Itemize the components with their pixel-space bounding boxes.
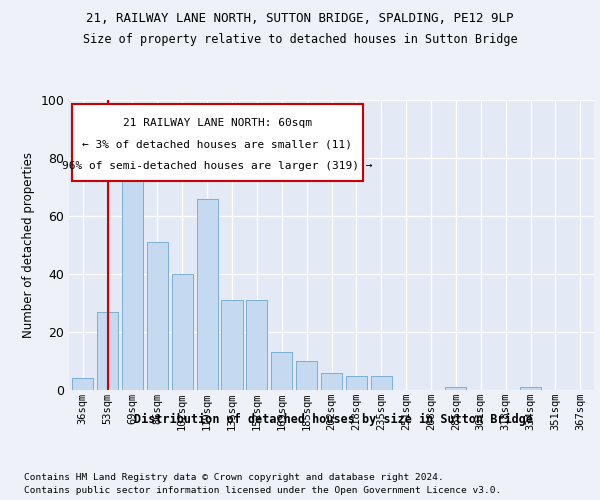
Text: 21, RAILWAY LANE NORTH, SUTTON BRIDGE, SPALDING, PE12 9LP: 21, RAILWAY LANE NORTH, SUTTON BRIDGE, S… [86,12,514,26]
Text: ← 3% of detached houses are smaller (11): ← 3% of detached houses are smaller (11) [82,140,352,149]
Bar [122,146,143,390]
Bar [296,361,317,390]
Bar [321,372,342,390]
Bar [346,376,367,390]
Bar [246,300,268,390]
Bar [72,378,93,390]
Bar [97,312,118,390]
Text: Size of property relative to detached houses in Sutton Bridge: Size of property relative to detached ho… [83,32,517,46]
Bar [147,242,168,390]
Bar [445,387,466,390]
Bar [520,387,541,390]
Text: Contains HM Land Registry data © Crown copyright and database right 2024.: Contains HM Land Registry data © Crown c… [24,472,444,482]
Text: Contains public sector information licensed under the Open Government Licence v3: Contains public sector information licen… [24,486,501,495]
Bar [197,198,218,390]
Bar [371,376,392,390]
Text: Distribution of detached houses by size in Sutton Bridge: Distribution of detached houses by size … [134,412,533,426]
FancyBboxPatch shape [71,104,363,181]
Bar [221,300,242,390]
Y-axis label: Number of detached properties: Number of detached properties [22,152,35,338]
Bar [271,352,292,390]
Bar [172,274,193,390]
Text: 21 RAILWAY LANE NORTH: 60sqm: 21 RAILWAY LANE NORTH: 60sqm [123,118,312,128]
Text: 96% of semi-detached houses are larger (319) →: 96% of semi-detached houses are larger (… [62,161,373,171]
